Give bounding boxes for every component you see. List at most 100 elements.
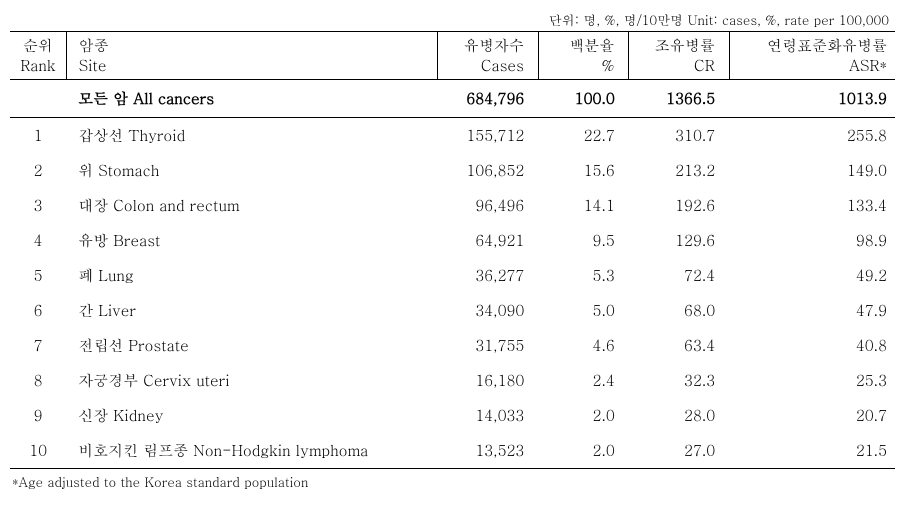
cell-site: 갑상선 Thyroid xyxy=(66,118,438,154)
cell-asr: 47.9 xyxy=(729,293,895,328)
cell-asr: 25.3 xyxy=(729,363,895,398)
data-table: 순위 Rank 암종 Site 유병자수 Cases 백분율 % 조유병률 xyxy=(10,31,895,469)
cell-cr: 192.6 xyxy=(629,188,729,223)
hdr-rank-ko: 순위 xyxy=(23,35,53,56)
cell-pct: 5.0 xyxy=(538,293,628,328)
hdr-pct-en: % xyxy=(601,55,614,76)
cell-cr: 310.7 xyxy=(629,118,729,154)
hdr-cases-en: Cases xyxy=(481,55,524,76)
cell-cr: 68.0 xyxy=(629,293,729,328)
table-row: 2위 Stomach106,85215.6213.2149.0 xyxy=(10,153,895,188)
cell-cases: 36,277 xyxy=(438,258,538,293)
hdr-cr: 조유병률 CR xyxy=(629,32,729,80)
cell-site: 비호지킨 림프종 Non-Hodgkin lymphoma xyxy=(66,433,438,469)
table-row: 3대장 Colon and rectum96,49614.1192.6133.4 xyxy=(10,188,895,223)
hdr-rank: 순위 Rank xyxy=(10,32,66,80)
cell-pct: 4.6 xyxy=(538,328,628,363)
total-pct: 100.0 xyxy=(538,80,628,118)
cell-pct: 14.1 xyxy=(538,188,628,223)
table-body: 모든 암 All cancers 684,796 100.0 1366.5 10… xyxy=(10,80,895,469)
cell-site: 대장 Colon and rectum xyxy=(66,188,438,223)
cell-asr: 20.7 xyxy=(729,398,895,433)
total-site: 모든 암 All cancers xyxy=(66,80,438,118)
hdr-pct: 백분율 % xyxy=(538,32,628,80)
cell-asr: 133.4 xyxy=(729,188,895,223)
table-row: 4유방 Breast64,9219.5129.698.9 xyxy=(10,223,895,258)
cell-rank: 1 xyxy=(10,118,66,154)
unit-caption: 단위: 명, %, 명/10만명 Unit: cases, %, rate pe… xyxy=(10,10,895,31)
table-row: 7전립선 Prostate31,7554.663.440.8 xyxy=(10,328,895,363)
cell-cases: 34,090 xyxy=(438,293,538,328)
hdr-pct-ko: 백분율 xyxy=(569,35,614,56)
cell-asr: 21.5 xyxy=(729,433,895,469)
hdr-cases-ko: 유병자수 xyxy=(464,35,524,56)
cell-cases: 13,523 xyxy=(438,433,538,469)
cell-rank: 3 xyxy=(10,188,66,223)
table-row: 1갑상선 Thyroid155,71222.7310.7255.8 xyxy=(10,118,895,154)
cell-cases: 14,033 xyxy=(438,398,538,433)
cell-cr: 63.4 xyxy=(629,328,729,363)
cell-cr: 72.4 xyxy=(629,258,729,293)
hdr-asr: 연령표준화유병률 ASR* xyxy=(729,32,895,80)
cell-asr: 40.8 xyxy=(729,328,895,363)
cell-site: 자궁경부 Cervix uteri xyxy=(66,363,438,398)
cell-site: 폐 Lung xyxy=(66,258,438,293)
cell-cases: 96,496 xyxy=(438,188,538,223)
cell-pct: 9.5 xyxy=(538,223,628,258)
cell-cases: 64,921 xyxy=(438,223,538,258)
total-rank xyxy=(10,80,66,118)
table-row: 9신장 Kidney14,0332.028.020.7 xyxy=(10,398,895,433)
cell-pct: 15.6 xyxy=(538,153,628,188)
cell-cr: 32.3 xyxy=(629,363,729,398)
cell-pct: 2.0 xyxy=(538,433,628,469)
cell-rank: 8 xyxy=(10,363,66,398)
cell-cr: 213.2 xyxy=(629,153,729,188)
cell-cases: 16,180 xyxy=(438,363,538,398)
cell-rank: 5 xyxy=(10,258,66,293)
cell-cases: 106,852 xyxy=(438,153,538,188)
hdr-cr-ko: 조유병률 xyxy=(655,35,715,56)
hdr-site: 암종 Site xyxy=(66,32,438,80)
cell-site: 위 Stomach xyxy=(66,153,438,188)
total-cr: 1366.5 xyxy=(629,80,729,118)
hdr-cr-en: CR xyxy=(694,55,715,76)
table-row: 6간 Liver34,0905.068.047.9 xyxy=(10,293,895,328)
cell-pct: 5.3 xyxy=(538,258,628,293)
footnote: *Age adjusted to the Korea standard popu… xyxy=(10,469,895,491)
hdr-cases: 유병자수 Cases xyxy=(438,32,538,80)
cell-site: 간 Liver xyxy=(66,293,438,328)
cell-asr: 49.2 xyxy=(729,258,895,293)
cell-cr: 28.0 xyxy=(629,398,729,433)
table-row: 8자궁경부 Cervix uteri16,1802.432.325.3 xyxy=(10,363,895,398)
cell-site: 신장 Kidney xyxy=(66,398,438,433)
header-row: 순위 Rank 암종 Site 유병자수 Cases 백분율 % 조유병률 xyxy=(10,32,895,80)
total-asr: 1013.9 xyxy=(729,80,895,118)
cell-cr: 27.0 xyxy=(629,433,729,469)
total-row: 모든 암 All cancers 684,796 100.0 1366.5 10… xyxy=(10,80,895,118)
total-cases: 684,796 xyxy=(438,80,538,118)
cell-rank: 6 xyxy=(10,293,66,328)
hdr-site-ko: 암종 xyxy=(79,35,109,56)
hdr-site-en: Site xyxy=(79,55,107,76)
cell-asr: 149.0 xyxy=(729,153,895,188)
cell-cr: 129.6 xyxy=(629,223,729,258)
cell-rank: 10 xyxy=(10,433,66,469)
cell-cases: 31,755 xyxy=(438,328,538,363)
cell-rank: 9 xyxy=(10,398,66,433)
cell-pct: 2.4 xyxy=(538,363,628,398)
table-row: 10비호지킨 림프종 Non-Hodgkin lymphoma13,5232.0… xyxy=(10,433,895,469)
cell-site: 유방 Breast xyxy=(66,223,438,258)
cell-cases: 155,712 xyxy=(438,118,538,154)
cell-rank: 4 xyxy=(10,223,66,258)
hdr-asr-en: ASR* xyxy=(849,55,887,76)
cell-rank: 7 xyxy=(10,328,66,363)
cell-pct: 2.0 xyxy=(538,398,628,433)
cancer-prevalence-table: 단위: 명, %, 명/10만명 Unit: cases, %, rate pe… xyxy=(10,10,895,491)
hdr-asr-ko: 연령표준화유병률 xyxy=(767,35,887,56)
table-row: 5폐 Lung36,2775.372.449.2 xyxy=(10,258,895,293)
cell-pct: 22.7 xyxy=(538,118,628,154)
hdr-rank-en: Rank xyxy=(20,55,55,76)
cell-asr: 98.9 xyxy=(729,223,895,258)
cell-asr: 255.8 xyxy=(729,118,895,154)
cell-rank: 2 xyxy=(10,153,66,188)
